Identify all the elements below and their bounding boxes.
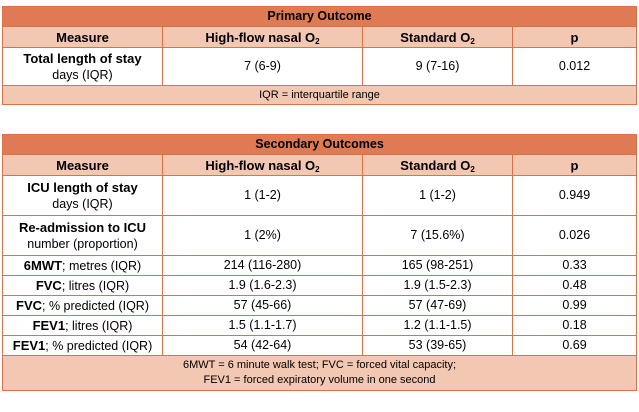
primary-title-row: Primary Outcome [1, 6, 638, 27]
secondary-outcomes-table: Secondary Outcomes Measure High-flow nas… [1, 134, 638, 391]
row-label: 6MWT; metres (IQR) [2, 255, 163, 276]
table-row: 6MWT; metres (IQR) 214 (116-280) 165 (98… [2, 255, 638, 276]
cell-p: 0.33 [511, 255, 638, 276]
cell-p: 0.48 [511, 275, 638, 296]
primary-note: IQR = interquartile range [1, 85, 638, 105]
table-row: Re-admission to ICU number (proportion) … [2, 215, 638, 256]
cell-p: 0.99 [511, 295, 638, 316]
cell-standard: 57 (47-69) [362, 295, 513, 316]
secondary-title: Secondary Outcomes [1, 134, 638, 155]
table-row: ICU length of stay days (IQR) 1 (1-2) 1 … [2, 175, 638, 216]
row-label: ICU length of stay days (IQR) [2, 175, 163, 216]
row-label: FVC; % predicted (IQR) [2, 295, 163, 316]
header-standard: Standard O2 [362, 26, 513, 48]
header-p: p [511, 26, 638, 48]
row-label: FVC; litres (IQR) [2, 275, 163, 296]
table-row: FEV1; litres (IQR) 1.5 (1.1-1.7) 1.2 (1.… [2, 315, 638, 336]
table-row: FVC; % predicted (IQR) 57 (45-66) 57 (47… [2, 295, 638, 316]
cell-standard: 1 (1-2) [362, 175, 513, 216]
cell-standard: 1.2 (1.1-1.5) [362, 315, 513, 336]
cell-high-flow: 1.9 (1.6-2.3) [162, 275, 363, 296]
header-p: p [511, 154, 638, 176]
cell-standard: 7 (15.6%) [362, 215, 513, 256]
row-label: Total length of stay days (IQR) [2, 47, 163, 86]
row-label: Re-admission to ICU number (proportion) [2, 215, 163, 256]
header-measure: Measure [2, 154, 163, 176]
header-measure: Measure [2, 26, 163, 48]
secondary-note: 6MWT = 6 minute walk test; FVC = forced … [1, 355, 638, 391]
cell-high-flow: 54 (42-64) [162, 335, 363, 356]
primary-outcome-table: Primary Outcome Measure High-flow nasal … [1, 6, 638, 105]
table-row: FVC; litres (IQR) 1.9 (1.6-2.3) 1.9 (1.5… [2, 275, 638, 296]
secondary-header-row: Measure High-flow nasal O2 Standard O2 p [2, 154, 638, 176]
cell-high-flow: 1 (1-2) [162, 175, 363, 216]
row-label: FEV1; litres (IQR) [2, 315, 163, 336]
cell-p: 0.18 [511, 315, 638, 336]
primary-title: Primary Outcome [1, 6, 638, 27]
header-high-flow: High-flow nasal O2 [162, 26, 363, 48]
header-high-flow: High-flow nasal O2 [162, 154, 363, 176]
cell-p: 0.026 [511, 215, 638, 256]
table-row: FEV1; % predicted (IQR) 54 (42-64) 53 (3… [2, 335, 638, 356]
row-label: FEV1; % predicted (IQR) [2, 335, 163, 356]
cell-high-flow: 214 (116-280) [162, 255, 363, 276]
cell-standard: 1.9 (1.5-2.3) [362, 275, 513, 296]
table-row: Total length of stay days (IQR) 7 (6-9) … [2, 47, 638, 86]
cell-p: 0.69 [511, 335, 638, 356]
primary-header-row: Measure High-flow nasal O2 Standard O2 p [2, 26, 638, 48]
cell-high-flow: 57 (45-66) [162, 295, 363, 316]
secondary-title-row: Secondary Outcomes [1, 134, 638, 155]
cell-standard: 53 (39-65) [362, 335, 513, 356]
cell-high-flow: 7 (6-9) [162, 47, 363, 86]
primary-note-row: IQR = interquartile range [1, 85, 638, 105]
cell-standard: 165 (98-251) [362, 255, 513, 276]
cell-high-flow: 1 (2%) [162, 215, 363, 256]
cell-p: 0.012 [511, 47, 638, 86]
cell-high-flow: 1.5 (1.1-1.7) [162, 315, 363, 336]
cell-p: 0.949 [511, 175, 638, 216]
header-standard: Standard O2 [362, 154, 513, 176]
secondary-note-row: 6MWT = 6 minute walk test; FVC = forced … [1, 355, 638, 391]
cell-standard: 9 (7-16) [362, 47, 513, 86]
